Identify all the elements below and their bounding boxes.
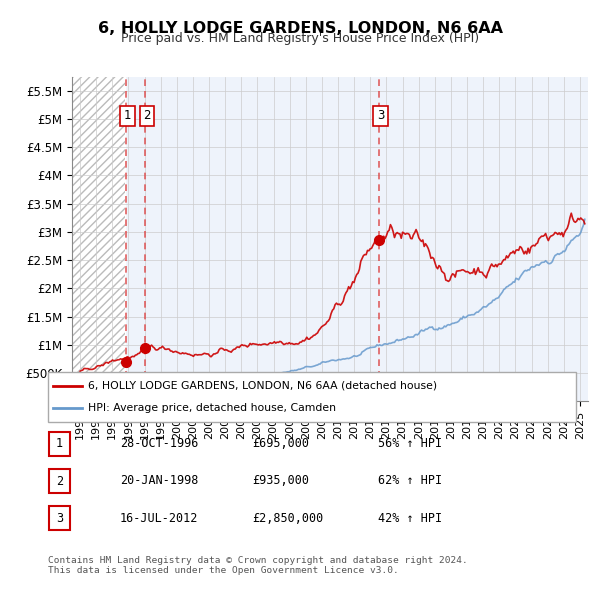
- Text: 1: 1: [124, 109, 131, 122]
- FancyBboxPatch shape: [48, 372, 576, 422]
- Text: 20-JAN-1998: 20-JAN-1998: [120, 474, 199, 487]
- Text: 2: 2: [143, 109, 151, 122]
- Text: 2: 2: [56, 474, 63, 488]
- FancyBboxPatch shape: [49, 469, 70, 493]
- Bar: [72, 77, 125, 401]
- Text: 56% ↑ HPI: 56% ↑ HPI: [378, 437, 442, 450]
- Text: Contains HM Land Registry data © Crown copyright and database right 2024.
This d: Contains HM Land Registry data © Crown c…: [48, 556, 468, 575]
- Text: 16-JUL-2012: 16-JUL-2012: [120, 512, 199, 525]
- Text: 3: 3: [377, 109, 385, 122]
- Text: £935,000: £935,000: [252, 474, 309, 487]
- Text: 62% ↑ HPI: 62% ↑ HPI: [378, 474, 442, 487]
- Text: 3: 3: [56, 512, 63, 525]
- Text: HPI: Average price, detached house, Camden: HPI: Average price, detached house, Camd…: [88, 403, 335, 413]
- Text: 6, HOLLY LODGE GARDENS, LONDON, N6 6AA (detached house): 6, HOLLY LODGE GARDENS, LONDON, N6 6AA (…: [88, 381, 437, 391]
- Bar: [72, 77, 125, 401]
- FancyBboxPatch shape: [49, 432, 70, 456]
- Text: 28-OCT-1996: 28-OCT-1996: [120, 437, 199, 450]
- Text: 6, HOLLY LODGE GARDENS, LONDON, N6 6AA: 6, HOLLY LODGE GARDENS, LONDON, N6 6AA: [97, 21, 503, 35]
- Text: Price paid vs. HM Land Registry's House Price Index (HPI): Price paid vs. HM Land Registry's House …: [121, 32, 479, 45]
- FancyBboxPatch shape: [49, 506, 70, 530]
- Text: £2,850,000: £2,850,000: [252, 512, 323, 525]
- Text: 1: 1: [56, 437, 63, 451]
- Text: 42% ↑ HPI: 42% ↑ HPI: [378, 512, 442, 525]
- Text: £695,000: £695,000: [252, 437, 309, 450]
